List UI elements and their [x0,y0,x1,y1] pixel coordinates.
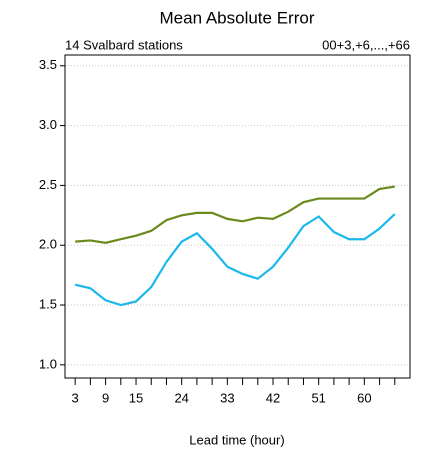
x-tick-label: 60 [357,390,371,405]
line-series [74,213,396,307]
y-tick-label: 3.0 [39,117,57,132]
y-tick-label: 1.5 [39,296,57,311]
subtitle-right: 00+3,+6,...,+66 [322,37,410,52]
chart-title: Mean Absolute Error [160,8,315,27]
y-tick-label: 3.5 [39,57,57,72]
x-tick-label: 51 [311,390,325,405]
x-tick-label: 42 [266,390,280,405]
x-axis-label: Lead time (hour) [189,432,284,447]
y-tick-label: 1.0 [39,356,57,371]
subtitle-left: 14 Svalbard stations [65,37,183,52]
x-tick-label: 9 [102,390,109,405]
x-tick-label: 3 [72,390,79,405]
line-series [75,185,395,244]
x-tick-label: 15 [129,390,143,405]
x-tick-label: 33 [220,390,234,405]
y-tick-label: 2.0 [39,237,57,252]
plot-frame [64,54,411,379]
x-tick-label: 24 [174,390,188,405]
y-tick-label: 2.5 [39,177,57,192]
